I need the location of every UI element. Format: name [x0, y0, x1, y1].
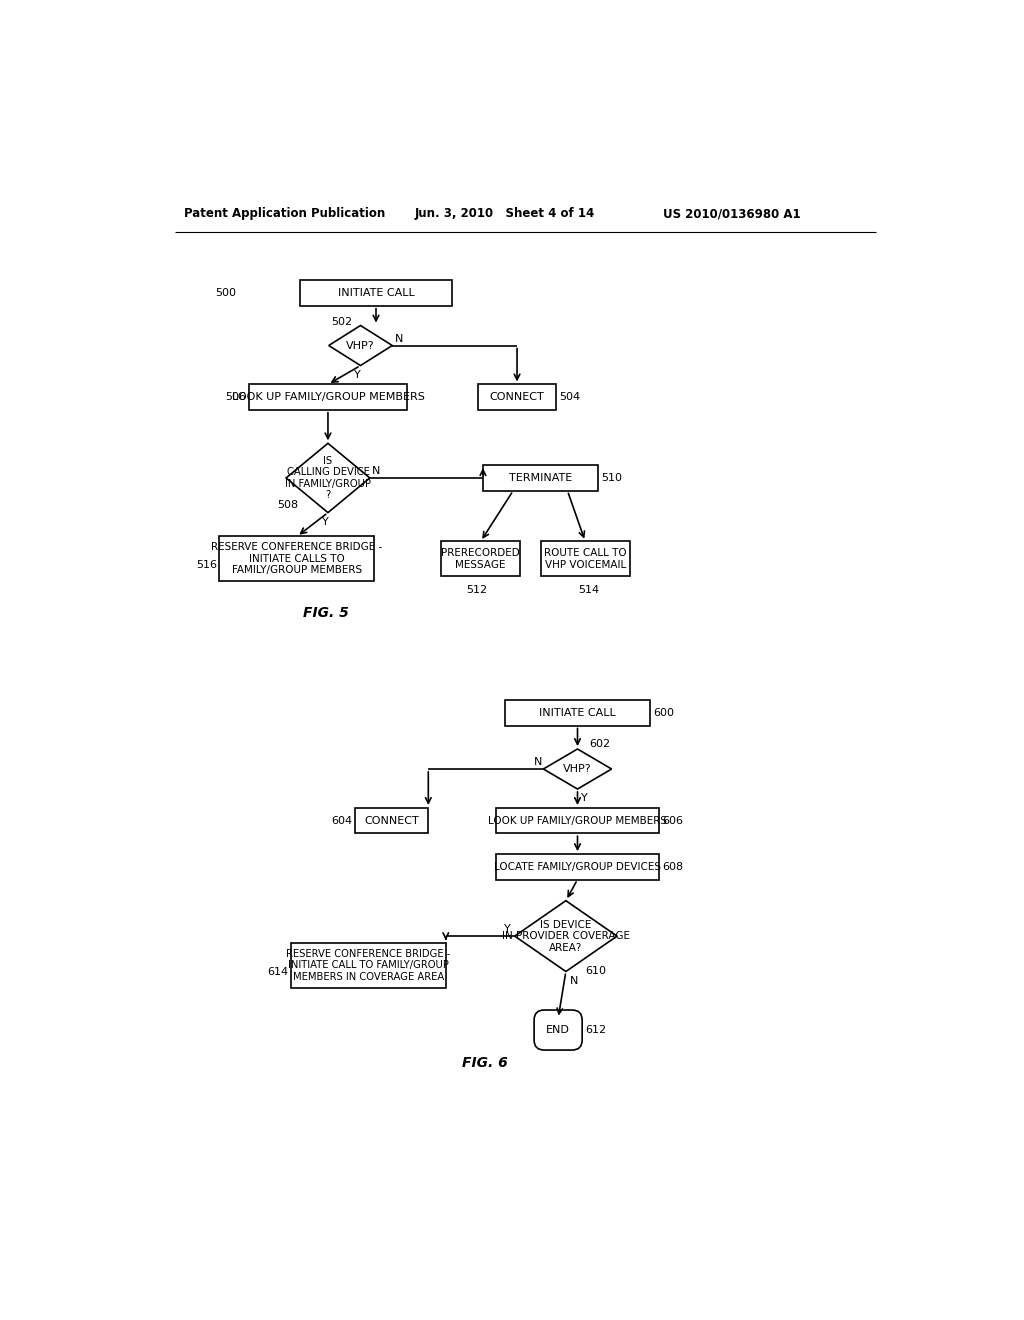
FancyBboxPatch shape: [496, 808, 658, 833]
FancyBboxPatch shape: [291, 942, 445, 987]
Text: CONNECT: CONNECT: [489, 392, 545, 403]
Text: 602: 602: [589, 739, 610, 750]
FancyBboxPatch shape: [300, 280, 452, 306]
Text: FIG. 6: FIG. 6: [462, 1056, 507, 1071]
Text: US 2010/0136980 A1: US 2010/0136980 A1: [663, 207, 801, 220]
Text: 500: 500: [215, 288, 236, 298]
FancyBboxPatch shape: [219, 536, 375, 581]
FancyBboxPatch shape: [478, 384, 556, 409]
Text: Y: Y: [504, 924, 511, 935]
Text: INITIATE CALL: INITIATE CALL: [539, 708, 615, 718]
Text: 610: 610: [586, 966, 606, 975]
Text: 506: 506: [225, 392, 246, 403]
Text: RESERVE CONFERENCE BRIDGE -
INITIATE CALL TO FAMILY/GROUP
MEMBERS IN COVERAGE AR: RESERVE CONFERENCE BRIDGE - INITIATE CAL…: [286, 949, 451, 982]
Polygon shape: [544, 748, 611, 789]
Text: ROUTE CALL TO
VHP VOICEMAIL: ROUTE CALL TO VHP VOICEMAIL: [544, 548, 627, 570]
FancyBboxPatch shape: [483, 465, 598, 491]
Text: 514: 514: [579, 585, 600, 594]
Text: Y: Y: [582, 793, 588, 804]
FancyBboxPatch shape: [354, 808, 428, 833]
Text: 510: 510: [601, 473, 622, 483]
FancyBboxPatch shape: [441, 541, 520, 576]
Text: RESERVE CONFERENCE BRIDGE -
INITIATE CALLS TO
FAMILY/GROUP MEMBERS: RESERVE CONFERENCE BRIDGE - INITIATE CAL…: [211, 543, 383, 576]
Text: 512: 512: [466, 585, 487, 594]
Polygon shape: [329, 326, 392, 366]
Text: N: N: [372, 466, 381, 477]
Text: PRERECORDED
MESSAGE: PRERECORDED MESSAGE: [441, 548, 520, 570]
Text: 606: 606: [662, 816, 683, 825]
Text: 614: 614: [267, 966, 289, 977]
Text: INITIATE CALL: INITIATE CALL: [338, 288, 415, 298]
Text: 502: 502: [331, 317, 352, 327]
Text: LOOK UP FAMILY/GROUP MEMBERS: LOOK UP FAMILY/GROUP MEMBERS: [488, 816, 667, 825]
Text: FIG. 5: FIG. 5: [303, 606, 348, 619]
Text: 508: 508: [278, 500, 299, 510]
Text: 608: 608: [662, 862, 683, 871]
Text: Patent Application Publication: Patent Application Publication: [183, 207, 385, 220]
Polygon shape: [286, 444, 370, 512]
FancyBboxPatch shape: [535, 1010, 583, 1051]
Text: Y: Y: [322, 517, 329, 527]
Text: 612: 612: [586, 1026, 606, 1035]
Text: IS
CALLING DEVICE
IN FAMILY/GROUP
?: IS CALLING DEVICE IN FAMILY/GROUP ?: [285, 455, 371, 500]
Text: VHP?: VHP?: [563, 764, 592, 774]
Text: IS DEVICE
IN PROVIDER COVERAGE
AREA?: IS DEVICE IN PROVIDER COVERAGE AREA?: [502, 920, 630, 953]
Text: END: END: [546, 1026, 570, 1035]
Text: 516: 516: [197, 560, 217, 570]
Text: VHP?: VHP?: [346, 341, 375, 351]
Polygon shape: [515, 900, 617, 972]
Text: Jun. 3, 2010   Sheet 4 of 14: Jun. 3, 2010 Sheet 4 of 14: [415, 207, 595, 220]
Text: 504: 504: [559, 392, 580, 403]
FancyBboxPatch shape: [541, 541, 630, 576]
Text: N: N: [535, 758, 543, 767]
Text: 604: 604: [332, 816, 352, 825]
FancyBboxPatch shape: [249, 384, 408, 409]
Text: LOOK UP FAMILY/GROUP MEMBERS: LOOK UP FAMILY/GROUP MEMBERS: [231, 392, 424, 403]
Text: CONNECT: CONNECT: [365, 816, 419, 825]
FancyBboxPatch shape: [505, 700, 650, 726]
Text: TERMINATE: TERMINATE: [509, 473, 572, 483]
Text: N: N: [569, 975, 579, 986]
Text: N: N: [394, 334, 403, 343]
Text: LOCATE FAMILY/GROUP DEVICES: LOCATE FAMILY/GROUP DEVICES: [494, 862, 662, 871]
FancyBboxPatch shape: [496, 854, 658, 879]
Text: Y: Y: [354, 370, 361, 380]
Text: 600: 600: [653, 708, 675, 718]
